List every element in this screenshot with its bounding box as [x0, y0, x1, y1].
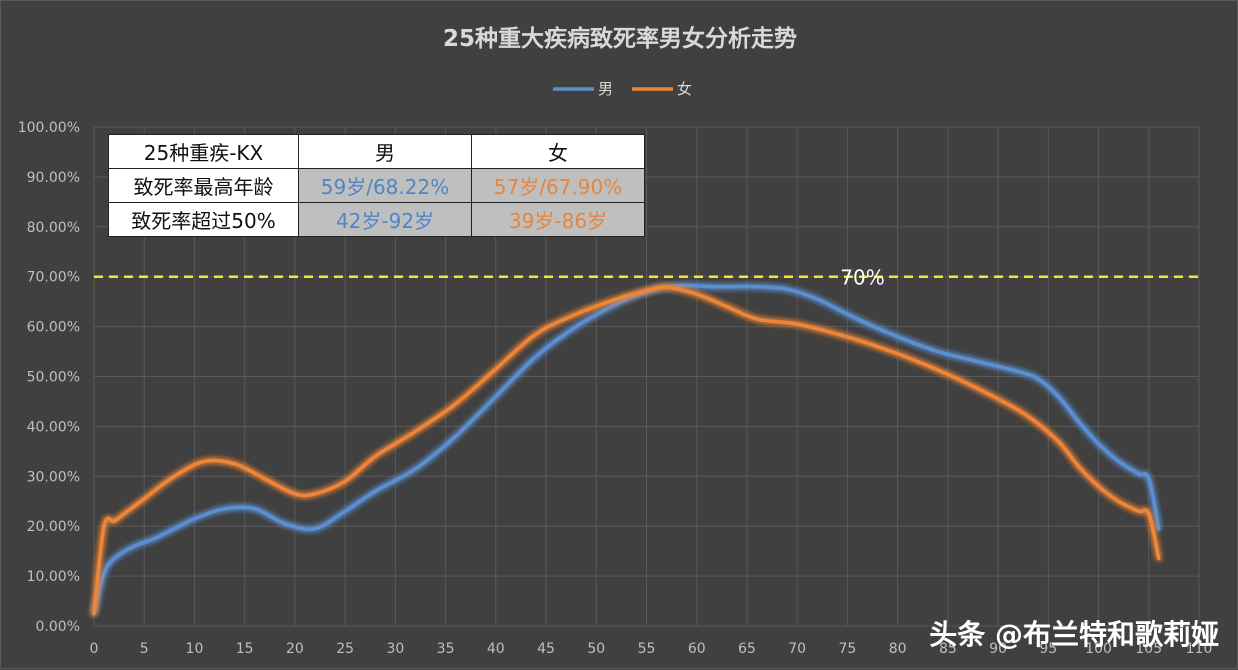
x-tick-label: 45: [537, 641, 555, 657]
x-tick-label: 85: [939, 641, 957, 657]
x-tick-label: 5: [140, 641, 149, 657]
y-tick-label: 70.00%: [27, 270, 80, 286]
y-tick-label: 20.00%: [27, 519, 80, 535]
x-tick-label: 10: [186, 641, 204, 657]
x-tick-label: 50: [587, 641, 605, 657]
legend-label-female: 女: [677, 80, 692, 98]
y-tick-label: 100.00%: [18, 120, 80, 136]
table-cell-male: 59岁/68.22%: [298, 168, 472, 203]
x-axis-ticks: 0 5 10 15 20 25 30 35 40 45 50 55 60 65 70 75 80 85 90 95 10…: [90, 641, 1213, 657]
chart-title: 25种重大疾病致死率男女分析走势: [443, 25, 797, 52]
table-header-cell: 女: [471, 134, 645, 169]
y-tick-label: 90.00%: [27, 170, 80, 186]
y-tick-label: 40.00%: [27, 419, 80, 435]
summary-table: 25种重疾-KX 男 女 致死率最高年龄 59岁/68.22% 57岁/67.9…: [108, 134, 645, 237]
x-tick-label: 95: [1039, 641, 1057, 657]
x-tick-label: 55: [638, 641, 656, 657]
table-row-label: 致死率超过50%: [108, 202, 299, 237]
series-lines: [92, 283, 1161, 616]
table-header-cell: 男: [298, 134, 472, 169]
x-tick-label: 70: [788, 641, 806, 657]
table-row-label: 致死率最高年龄: [108, 168, 299, 203]
y-tick-label: 80.00%: [27, 220, 80, 236]
x-tick-label: 65: [738, 641, 756, 657]
x-tick-label: 25: [336, 641, 354, 657]
y-axis-ticks: 0.00% 10.00% 20.00% 30.00% 40.00% 50.00% 60.00…: [18, 120, 80, 635]
x-tick-label: 80: [889, 641, 907, 657]
x-tick-label: 30: [386, 641, 404, 657]
y-tick-label: 0.00%: [36, 619, 80, 635]
x-tick-label: 100: [1085, 641, 1112, 657]
watermark: 头条 @布兰特和歌莉娅: [929, 618, 1219, 651]
table-header-row: 25种重疾-KX 男 女: [108, 134, 645, 169]
x-tick-label: 75: [838, 641, 856, 657]
y-tick-label: 10.00%: [27, 569, 80, 585]
x-tick-label: 0: [90, 641, 99, 657]
table-cell-female: 39岁-86岁: [471, 202, 645, 237]
table-cell-female: 57岁/67.90%: [471, 168, 645, 203]
reference-line-70: 70%: [94, 266, 1199, 290]
x-tick-label: 105: [1135, 641, 1162, 657]
x-tick-label: 60: [688, 641, 706, 657]
x-tick-label: 90: [989, 641, 1007, 657]
series-line-male: [92, 283, 1161, 616]
y-tick-label: 50.00%: [27, 370, 80, 386]
y-tick-label: 60.00%: [27, 320, 80, 336]
table-row: 致死率超过50% 42岁-92岁 39岁-86岁: [108, 202, 645, 237]
x-tick-label: 35: [437, 641, 455, 657]
legend-label-male: 男: [598, 80, 613, 98]
x-tick-label: 20: [286, 641, 304, 657]
x-tick-label: 15: [236, 641, 254, 657]
table-row: 致死率最高年龄 59岁/68.22% 57岁/67.90%: [108, 168, 645, 203]
x-tick-label: 40: [487, 641, 505, 657]
series-line-female: [92, 285, 1161, 616]
y-tick-label: 30.00%: [27, 469, 80, 485]
x-tick-label: 110: [1186, 641, 1213, 657]
table-header-cell: 25种重疾-KX: [108, 134, 299, 169]
legend: 男 女: [553, 80, 692, 98]
reference-line-label: 70%: [840, 266, 884, 290]
table-cell-male: 42岁-92岁: [298, 202, 472, 237]
